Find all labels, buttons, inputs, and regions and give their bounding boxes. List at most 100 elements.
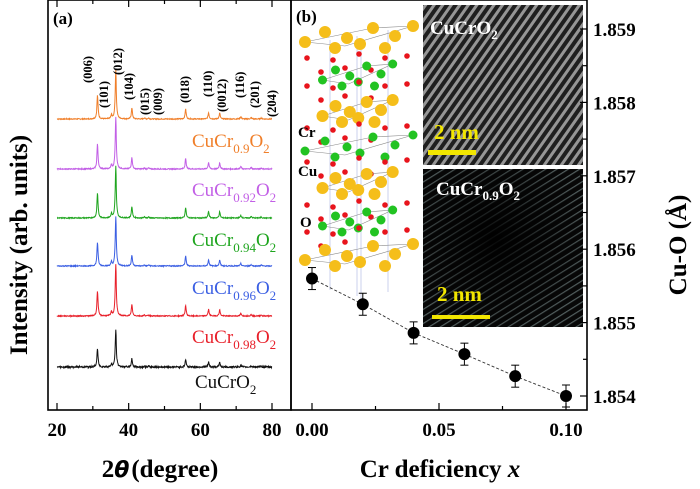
atom bbox=[367, 240, 379, 252]
atom bbox=[319, 26, 331, 38]
peak-label: (006) bbox=[81, 56, 95, 83]
atom-o bbox=[318, 97, 324, 103]
series-label: CuCr0.92O2 bbox=[192, 180, 276, 205]
series-label-sub: 2 bbox=[270, 337, 277, 352]
atom bbox=[329, 172, 342, 184]
atom-o bbox=[330, 85, 336, 91]
peak-label: (104) bbox=[122, 73, 136, 100]
y-tick-label: 1.856 bbox=[593, 240, 636, 261]
atom bbox=[375, 176, 387, 188]
atom bbox=[337, 81, 347, 91]
atom bbox=[336, 188, 348, 200]
atom bbox=[360, 96, 373, 108]
x-tick-label: 0.10 bbox=[549, 420, 582, 441]
atom-label-cr: Cr bbox=[298, 125, 316, 141]
atom-o bbox=[404, 123, 410, 129]
atom-o bbox=[404, 200, 410, 206]
data-point bbox=[509, 370, 522, 383]
atom bbox=[318, 75, 327, 85]
atom-o bbox=[330, 204, 336, 210]
series-label: CuCrO2 bbox=[195, 372, 256, 397]
atom bbox=[376, 215, 386, 225]
atom bbox=[319, 244, 331, 256]
atom bbox=[376, 69, 386, 79]
series-labels: CuCr0.9O2CuCr0.92O2CuCr0.94O2CuCr0.96O2C… bbox=[192, 131, 276, 397]
series-label: CuCr0.9O2 bbox=[192, 131, 270, 156]
data-point bbox=[356, 298, 369, 311]
atom bbox=[345, 217, 355, 227]
series-label-sub: 0.9 bbox=[233, 141, 249, 156]
atom bbox=[336, 116, 348, 128]
atom-o bbox=[404, 81, 410, 87]
panel-b-xlabel: Cr deficiency x bbox=[360, 456, 521, 483]
atom bbox=[343, 178, 356, 190]
y-tick-label: 1.858 bbox=[593, 93, 636, 114]
data-point bbox=[306, 272, 318, 285]
atom-o bbox=[342, 212, 348, 218]
atom-o bbox=[382, 83, 388, 89]
peak-label: (101) bbox=[97, 81, 111, 108]
atom bbox=[299, 36, 311, 48]
xrd-trace-CuCr0.92O2 bbox=[56, 116, 273, 171]
atom bbox=[367, 22, 379, 34]
atom-o bbox=[356, 198, 362, 204]
atom-o bbox=[404, 157, 410, 163]
atom-o bbox=[304, 55, 310, 61]
atom bbox=[388, 59, 398, 69]
atom-o bbox=[330, 127, 336, 133]
atom-o bbox=[342, 93, 348, 99]
atom bbox=[355, 148, 365, 158]
atom bbox=[299, 254, 311, 266]
panel-b-label: (b) bbox=[296, 7, 317, 26]
atom-o bbox=[304, 125, 310, 131]
series-label-base: CuCr bbox=[192, 278, 234, 299]
atom bbox=[360, 168, 373, 180]
peak-label: (009) bbox=[151, 88, 165, 115]
series-label-el: O bbox=[249, 131, 263, 152]
atom bbox=[318, 221, 327, 231]
atom-o bbox=[404, 227, 410, 233]
series-label-sub: 2 bbox=[250, 382, 257, 397]
series-label-sub: 2 bbox=[263, 141, 270, 156]
peak-label: (015) bbox=[138, 88, 152, 115]
xrd-trace-CuCr0.9O2 bbox=[56, 69, 273, 121]
series-label-el: O bbox=[256, 230, 270, 251]
atom bbox=[345, 71, 355, 81]
series-label: CuCr0.96O2 bbox=[192, 278, 276, 303]
atom bbox=[300, 146, 310, 156]
atom bbox=[329, 260, 341, 272]
series-label-base: CuCr bbox=[192, 230, 234, 251]
data-point bbox=[560, 390, 572, 402]
atom bbox=[386, 94, 399, 106]
series-label-base: CuCr bbox=[192, 327, 234, 348]
series-label: CuCr0.98O2 bbox=[192, 327, 276, 352]
y-tick-label: 1.855 bbox=[593, 314, 636, 335]
series-label-el: O bbox=[256, 327, 270, 348]
atom-o bbox=[342, 239, 348, 245]
peak-label: (018) bbox=[178, 76, 192, 103]
atom-o bbox=[382, 229, 388, 235]
atom-o bbox=[330, 57, 336, 63]
atom-o bbox=[382, 55, 388, 61]
atom bbox=[375, 104, 387, 116]
atom-o bbox=[382, 125, 388, 131]
peak-label: (110) bbox=[201, 71, 215, 97]
atom bbox=[331, 65, 340, 75]
series-label-base: CuCr bbox=[192, 180, 234, 201]
x-tick-label: 0.00 bbox=[295, 420, 328, 441]
atom bbox=[354, 38, 366, 50]
atom bbox=[329, 42, 341, 54]
atom bbox=[352, 184, 365, 196]
xrd-trace-CuCrO2 bbox=[56, 329, 273, 370]
peak-label: (201) bbox=[248, 81, 262, 108]
atom-o bbox=[304, 159, 310, 165]
scale-bar-label-top: 2 nm bbox=[434, 120, 479, 144]
cu-o-data bbox=[306, 267, 572, 408]
peak-label: (0012) bbox=[215, 79, 229, 112]
panel-a-ticks: 20 40 60 80 bbox=[48, 0, 282, 441]
atom-o bbox=[368, 214, 374, 220]
panel-b-ticks: 0.00 0.05 0.10 1.854 1.855 1.856 1.857 1.858 1.8… bbox=[295, 20, 636, 441]
panel-b-ylabel: Cu-O (Å) bbox=[664, 195, 692, 296]
series-label-sub: 2 bbox=[270, 190, 277, 205]
